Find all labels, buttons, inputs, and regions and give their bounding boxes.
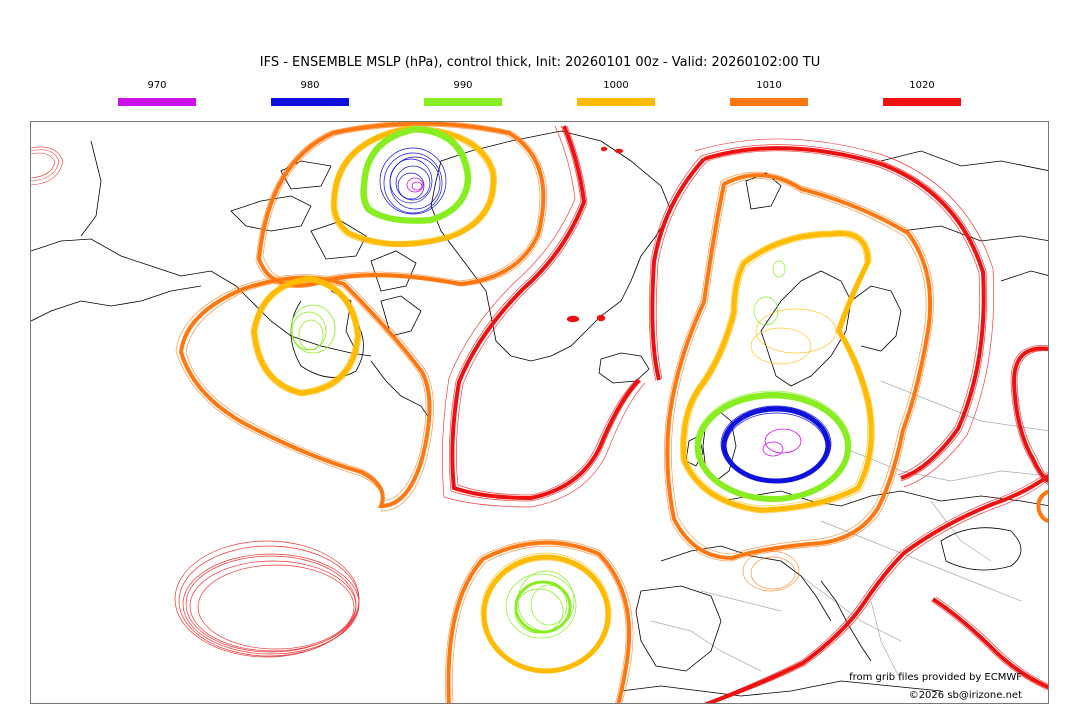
isobar-bundle-europe-1000 (680, 230, 875, 514)
legend-item-990: 990 (424, 78, 502, 106)
isobar-bundle-arctic-low (255, 122, 547, 288)
legend-label: 990 (453, 80, 473, 91)
legend-swatch (577, 98, 655, 106)
isobar-bundle-pacific-high (174, 540, 360, 658)
legend-swatch (424, 98, 502, 106)
isobar-1020-westedge (31, 146, 64, 186)
legend-label: 970 (147, 80, 167, 91)
isobar-bundle-azores-low (445, 539, 634, 703)
legend-item-1000: 1000 (577, 78, 655, 106)
isobar-bundle-europe-1010 (663, 171, 1048, 592)
legend-item-980: 980 (271, 78, 349, 106)
isobar-bundle-europe-1020 (648, 138, 1048, 703)
country-borders (650, 380, 1048, 682)
legend-label: 1020 (909, 80, 935, 91)
chart-title: IFS - ENSEMBLE MSLP (hPa), control thick… (259, 55, 821, 70)
isobar-bundle-europe-low (694, 260, 852, 502)
legend-item-970: 970 (118, 78, 196, 106)
source-credit: from grib files provided by ECMWF (849, 672, 1022, 683)
copyright-credit: ©2026 sb@irizone.net (908, 690, 1022, 701)
legend-item-1010: 1010 (730, 78, 808, 106)
legend-label: 1000 (603, 80, 629, 91)
isobar-legend: 970 980 990 1000 1010 1020 (0, 78, 1080, 114)
legend-swatch (118, 98, 196, 106)
legend-swatch (730, 98, 808, 106)
isobar-bundle-atlantic-high (441, 125, 646, 508)
coastlines (31, 130, 1048, 697)
isobar-map (31, 122, 1048, 703)
legend-swatch (883, 98, 961, 106)
legend-label: 980 (300, 80, 320, 91)
legend-item-1020: 1020 (883, 78, 961, 106)
legend-label: 1010 (756, 80, 782, 91)
map-plot-area (30, 121, 1049, 704)
isobar-bundle-hudson (175, 274, 434, 512)
legend-swatch (271, 98, 349, 106)
isobar-1020-specks (566, 146, 624, 323)
